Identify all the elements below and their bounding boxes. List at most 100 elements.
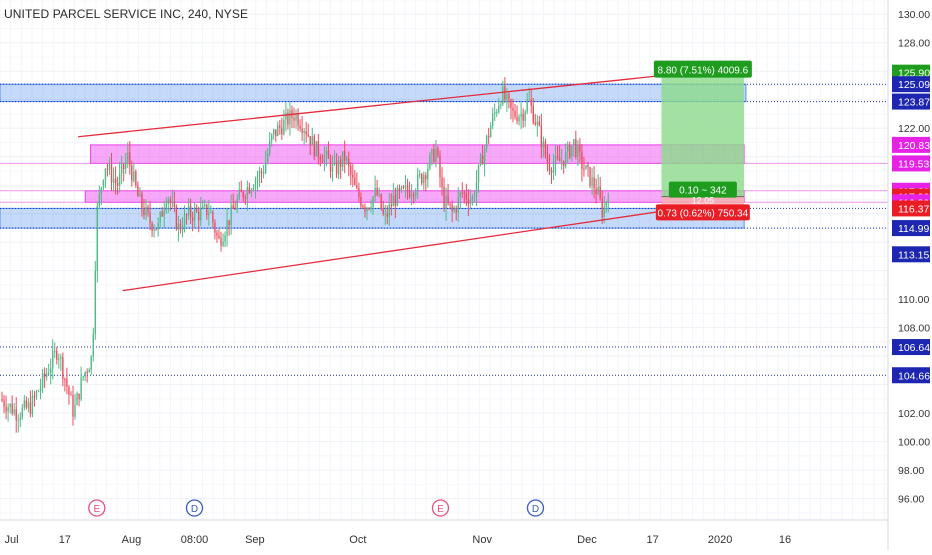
loss-area <box>661 196 745 209</box>
candle-up <box>98 193 101 206</box>
candle-up <box>200 208 202 221</box>
candle-down <box>481 155 484 165</box>
candle-down <box>281 127 283 135</box>
candle-down <box>546 155 549 164</box>
candle-up <box>262 172 265 174</box>
candle-up <box>374 187 376 197</box>
candles <box>1 77 609 433</box>
candle-up <box>445 195 447 209</box>
candle-up <box>157 223 159 230</box>
candle-down <box>234 208 236 210</box>
candle-down <box>512 107 514 111</box>
candle-down <box>129 152 131 166</box>
candle-down <box>356 184 358 189</box>
candle-down <box>141 193 143 209</box>
candle-up <box>410 194 413 197</box>
candle-up <box>258 171 261 178</box>
candle-down <box>589 167 591 187</box>
candle-down <box>275 129 277 136</box>
candle-up <box>208 212 210 216</box>
price-badge: 104.66 <box>892 367 930 384</box>
candle-up <box>236 198 238 210</box>
candle-down <box>394 195 397 206</box>
price-badge-box <box>892 339 930 356</box>
price-tick-label: 96.00 <box>898 494 924 506</box>
price-tick-label: 102.00 <box>898 408 930 420</box>
candle-down <box>441 177 443 187</box>
candle-down <box>530 99 532 106</box>
candle-up <box>416 174 419 193</box>
loss-label: 0.73 (0.62%) 750.34 <box>655 204 750 221</box>
candle-up <box>52 351 54 369</box>
candle-down <box>305 131 307 135</box>
candle-down <box>348 158 350 166</box>
candle-up <box>518 116 520 122</box>
candle-down <box>248 187 251 193</box>
candle-down <box>368 208 370 210</box>
candle-down <box>398 188 401 191</box>
candle-down <box>64 378 66 380</box>
price-badge-text: 123.87 <box>898 97 930 109</box>
candle-down <box>558 157 561 162</box>
candle-up <box>224 235 226 242</box>
candle-down <box>116 183 119 186</box>
candle-up <box>331 162 334 172</box>
candle-up <box>459 192 461 197</box>
candle-down <box>352 174 354 178</box>
candle-down <box>299 125 301 129</box>
candle-down <box>86 372 88 374</box>
candle-up <box>392 195 395 207</box>
candle-down <box>78 393 80 400</box>
price-badge-text: 125.09 <box>898 79 930 91</box>
candle-down <box>433 149 435 162</box>
chart-title: UNITED PARCEL SERVICE INC, 240, NYSE <box>4 7 249 21</box>
candle-down <box>293 117 295 121</box>
candle-down <box>548 163 551 171</box>
candle-up <box>577 144 579 157</box>
candle-up <box>47 373 50 375</box>
event-circle <box>431 499 450 517</box>
candle-up <box>104 168 107 181</box>
candle-down <box>216 232 218 236</box>
candle-up <box>542 141 545 148</box>
candle-down <box>319 156 322 161</box>
candle-up <box>325 150 328 156</box>
candle-down <box>579 144 581 152</box>
candle-up <box>489 125 492 138</box>
candle-down <box>131 165 133 181</box>
price-badge: 113.15 <box>892 246 930 263</box>
candle-down <box>538 121 541 126</box>
candle-up <box>311 136 313 146</box>
candle-up <box>396 188 399 206</box>
candle-down <box>510 99 512 108</box>
candle-up <box>76 393 78 405</box>
candle-up <box>13 409 15 414</box>
candle-up <box>127 152 129 162</box>
candle-up <box>35 391 38 397</box>
candle-up <box>120 164 123 174</box>
profit-label: 8.80 (7.51%) 4009.6 <box>653 60 752 78</box>
candle-up <box>500 104 502 106</box>
candle-down <box>1 398 3 401</box>
candle-up <box>560 160 563 162</box>
candle-up <box>145 206 147 216</box>
support-resistance-zone-pink <box>84 190 745 203</box>
candle-up <box>404 185 407 188</box>
support-resistance-zone-blue <box>0 207 745 229</box>
price-tick-label: 100.00 <box>898 437 930 449</box>
candle-down <box>376 187 378 195</box>
candle-up <box>204 204 206 206</box>
candle-up <box>133 171 135 181</box>
candle-up <box>139 193 141 197</box>
candle-up <box>414 192 417 196</box>
candle-down <box>382 209 384 214</box>
candle-down <box>601 198 603 218</box>
candle-up <box>506 93 508 100</box>
candle-down <box>447 195 449 204</box>
candle-down <box>412 194 415 196</box>
candle-up <box>483 148 486 165</box>
candle-up <box>400 186 403 191</box>
price-badge-text: 119.53 <box>898 158 929 170</box>
price-badge: 120.83 <box>892 136 930 153</box>
